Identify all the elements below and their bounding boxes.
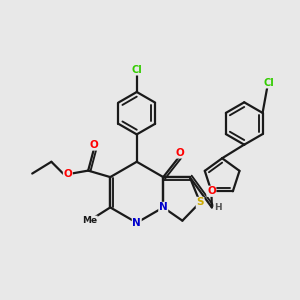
- Text: Cl: Cl: [264, 78, 274, 88]
- Text: H: H: [214, 203, 221, 212]
- Text: O: O: [64, 169, 72, 179]
- Text: O: O: [175, 148, 184, 158]
- Text: S: S: [196, 197, 204, 207]
- Text: N: N: [132, 218, 141, 228]
- Text: N: N: [159, 202, 168, 212]
- Text: Me: Me: [82, 216, 97, 225]
- Text: O: O: [90, 140, 99, 150]
- Text: O: O: [207, 186, 216, 196]
- Text: Cl: Cl: [131, 65, 142, 75]
